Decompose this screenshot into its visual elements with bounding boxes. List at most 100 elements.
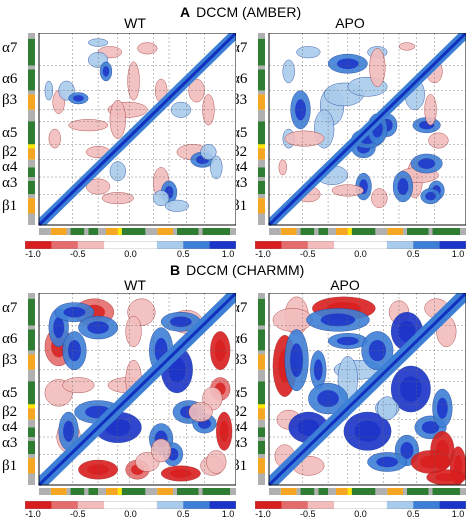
- ss-strip-left-segment: [28, 180, 35, 195]
- correlation-core: [397, 178, 409, 196]
- correlation-region: [371, 188, 388, 208]
- ss-strip-bottom-segment: [98, 488, 106, 495]
- ss-strip-left-segment: [28, 427, 35, 437]
- ss-strip-bottom-segment: [172, 228, 177, 235]
- ss-strip-bottom-segment: [172, 488, 177, 495]
- ss-strip-left-segment: [28, 369, 35, 382]
- colorbar-segment: [209, 501, 236, 509]
- correlation-region: [278, 159, 287, 176]
- ss-strip-left-segment: [28, 159, 35, 168]
- correlation-core: [170, 469, 192, 478]
- ss-strip-left-segment: [28, 38, 35, 66]
- ss-strip-left-segment: [28, 148, 35, 160]
- correlation-core: [72, 95, 84, 102]
- ss-strip-left-segment: [258, 381, 265, 405]
- colorbar-segment: [130, 501, 158, 509]
- dccm-map-charmm-apo: [258, 293, 466, 495]
- ss-strip-left-segment: [258, 325, 265, 330]
- correlation-region: [398, 42, 415, 51]
- correlation-region: [125, 315, 142, 347]
- colorbar-segment: [439, 241, 466, 249]
- correlation-core: [219, 420, 229, 442]
- colorbar-tick-label: 0.5: [176, 249, 190, 259]
- colorbar-segment: [413, 241, 441, 249]
- colorbar-segment: [104, 241, 131, 249]
- ss-strip-left-segment: [258, 213, 265, 225]
- colorbar-tick-label: 1.0: [451, 249, 465, 259]
- ss-strip-bottom-segment: [66, 228, 71, 235]
- ss-label: β2: [2, 404, 18, 421]
- ss-strip-bottom-segment: [314, 228, 319, 235]
- colorbar-segment: [386, 241, 414, 249]
- ss-strip-bottom-segment: [402, 228, 407, 235]
- colorbar-segment: [25, 241, 52, 249]
- ss-strip-bottom-segment: [432, 488, 461, 495]
- ss-strip-bottom-segment: [98, 228, 106, 235]
- correlation-region: [210, 155, 223, 180]
- colorbar-segment: [386, 501, 414, 509]
- correlation-core: [400, 376, 422, 402]
- ss-strip-left-segment: [258, 369, 265, 382]
- section-a-title: A DCCM (AMBER): [180, 4, 301, 20]
- ss-strip-bottom-segment: [296, 228, 301, 235]
- ss-strip-left-segment: [28, 408, 35, 420]
- ss-label: α3: [2, 434, 18, 451]
- ss-strip-left-segment: [28, 33, 35, 39]
- ss-strip-left-segment: [28, 198, 35, 214]
- ss-strip-left-segment: [28, 167, 35, 177]
- correlation-core: [290, 343, 304, 378]
- correlation-region: [428, 132, 449, 149]
- correlation-core: [53, 317, 65, 339]
- ss-label: α6: [2, 71, 18, 88]
- ss-strip-left-segment: [258, 121, 265, 145]
- ss-label: α4: [2, 419, 18, 436]
- ss-strip-left-segment: [28, 90, 35, 95]
- ss-strip-bottom-segment: [351, 488, 376, 495]
- ss-strip-left-segment: [258, 144, 265, 149]
- ss-strip-bottom-segment: [335, 228, 348, 235]
- colorbar-segment: [183, 241, 211, 249]
- colorbar-segment: [281, 241, 309, 249]
- ss-strip-left-segment: [28, 293, 35, 299]
- colorbar-segment: [255, 241, 282, 249]
- ss-strip-bottom-segment: [347, 228, 352, 235]
- correlation-core: [435, 473, 458, 482]
- ss-strip-left-segment: [28, 354, 35, 370]
- ss-strip-left-segment: [258, 90, 265, 95]
- ss-strip-left-segment: [258, 167, 265, 177]
- ss-strip-left-segment: [28, 194, 35, 199]
- ss-strip-left-segment: [28, 144, 35, 149]
- colorbar-segment: [334, 241, 361, 249]
- ss-strip-bottom-segment: [39, 488, 51, 495]
- correlation-core: [63, 420, 74, 442]
- ss-strip-bottom-segment: [300, 488, 315, 495]
- colorbar-segment: [255, 501, 282, 509]
- ss-strip-bottom-segment: [375, 228, 388, 235]
- ss-strip-left-segment: [258, 148, 265, 160]
- ss-strip-bottom-segment: [84, 228, 89, 235]
- ss-strip-left-segment: [258, 65, 265, 70]
- ss-strip-left-segment: [28, 381, 35, 405]
- correlation-core: [419, 455, 442, 469]
- ss-strip-bottom-segment: [70, 488, 85, 495]
- colorbar-segment: [51, 501, 79, 509]
- ss-strip-bottom-segment: [432, 228, 461, 235]
- diagonal-line: [37, 293, 236, 487]
- panel-title-amber-wt: WT: [124, 15, 146, 31]
- ss-strip-bottom-segment: [121, 488, 146, 495]
- ss-label: β3: [2, 352, 18, 369]
- ss-strip-left-segment: [28, 454, 35, 459]
- correlation-core: [67, 340, 81, 362]
- correlation-region: [282, 59, 295, 84]
- ss-strip-left-segment: [28, 121, 35, 145]
- ss-strip-bottom-segment: [387, 488, 403, 495]
- ss-strip-bottom-segment: [318, 228, 329, 235]
- colorbar-amber-wt: [25, 241, 236, 249]
- correlation-core: [336, 58, 359, 69]
- ss-strip-bottom-segment: [335, 488, 348, 495]
- colorbar-segment: [104, 501, 131, 509]
- ss-strip-bottom-segment: [202, 488, 231, 495]
- correlation-core: [295, 99, 306, 121]
- ss-strip-bottom-segment: [230, 228, 236, 235]
- ss-strip-bottom-segment: [269, 488, 281, 495]
